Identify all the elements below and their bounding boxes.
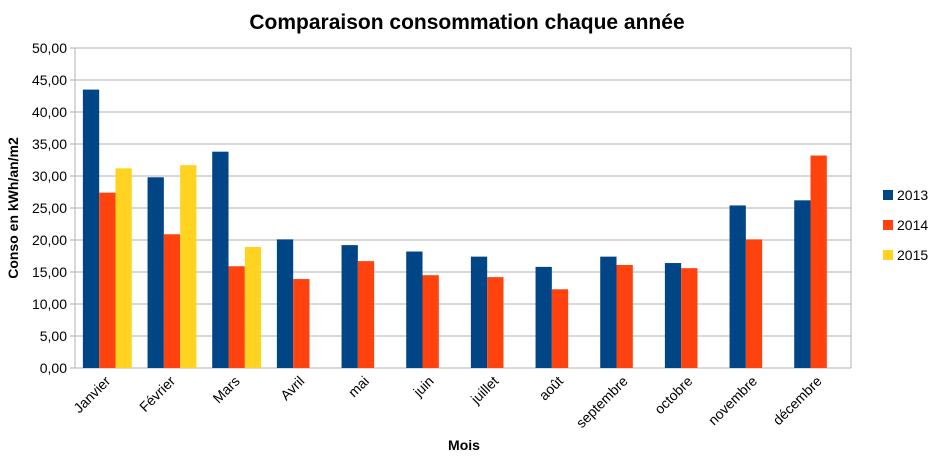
- x-tick-label: juin: [409, 373, 436, 400]
- x-tick-label: août: [536, 373, 567, 404]
- bar-2013-août: [535, 266, 552, 368]
- x-tick-label: juillet: [467, 373, 502, 408]
- bar-2014-Février: [163, 234, 181, 368]
- bar-2013-novembre: [729, 205, 746, 368]
- bar-2013-décembre: [794, 200, 811, 368]
- legend-label: 2014: [897, 217, 928, 233]
- y-tick-label: 25,00: [32, 200, 67, 216]
- x-axis-title: Mois: [448, 437, 480, 453]
- y-tick-label: 5,00: [40, 328, 67, 344]
- bar-2014-Avril: [293, 279, 310, 368]
- y-tick-label: 45,00: [32, 72, 67, 88]
- x-tick-label: septembre: [573, 373, 631, 431]
- x-tick-label: novembre: [705, 373, 760, 428]
- legend-swatch-2014: [883, 220, 893, 230]
- bar-2014-mai: [357, 261, 375, 368]
- x-tick-label: mai: [345, 373, 372, 400]
- legend-swatch-2015: [883, 250, 893, 260]
- legend-swatch-2013: [883, 190, 893, 200]
- bar-2013-Février: [147, 177, 164, 368]
- bar-2014-août: [551, 289, 569, 368]
- bar-2014-octobre: [681, 268, 698, 368]
- bar-2014-juin: [422, 275, 439, 368]
- y-tick-label: 30,00: [32, 168, 67, 184]
- x-tick-label: Avril: [277, 373, 307, 403]
- bar-2013-mai: [341, 245, 358, 368]
- y-tick-label: 50,00: [32, 40, 67, 56]
- bar-2014-septembre: [616, 264, 633, 368]
- chart-title: Comparaison consommation chaque année: [249, 11, 684, 34]
- bar-2014-novembre: [745, 239, 763, 368]
- bar-2013-juin: [406, 251, 423, 368]
- y-tick-label: 20,00: [32, 232, 67, 248]
- gridlines: [70, 47, 852, 369]
- x-tick-label: décembre: [769, 373, 824, 428]
- bar-2013-octobre: [664, 263, 682, 368]
- legend-label: 2013: [897, 187, 928, 203]
- bar-2014-Mars: [228, 266, 245, 368]
- bar-2015-Janvier: [115, 168, 132, 368]
- bar-2013-septembre: [600, 256, 617, 368]
- legend: 2013 2014 2015: [883, 187, 928, 263]
- bar-2014-décembre: [810, 155, 827, 368]
- bar-2014-juillet: [487, 277, 504, 368]
- y-tick-label: 40,00: [32, 104, 67, 120]
- bar-2015-Février: [180, 165, 197, 368]
- x-tick-label: Février: [136, 373, 178, 415]
- y-axis-ticks: 0,00 5,00 10,00 15,00 20,00 25,00 30,00 35,00 40…: [32, 40, 67, 376]
- x-tick-label: Mars: [209, 373, 242, 406]
- bar-2015-Mars: [244, 247, 262, 368]
- y-tick-label: 35,00: [32, 136, 67, 152]
- bar-2013-Janvier: [82, 89, 100, 368]
- bar-2013-Avril: [276, 239, 294, 368]
- y-tick-label: 10,00: [32, 296, 67, 312]
- bar-2014-Janvier: [99, 192, 116, 368]
- x-tick-label: Janvier: [70, 373, 113, 416]
- y-tick-label: 15,00: [32, 264, 67, 280]
- x-axis-ticks: Janvier Février Mars Avril mai juin juillet aoû…: [70, 373, 825, 431]
- y-axis-title: Conso en kWh/an/m2: [5, 137, 21, 279]
- legend-label: 2015: [897, 247, 928, 263]
- x-tick-label: octobre: [651, 373, 695, 417]
- bar-2013-juillet: [470, 256, 488, 368]
- bar-2013-Mars: [212, 151, 229, 368]
- bars: [82, 89, 827, 368]
- y-tick-label: 0,00: [40, 360, 67, 376]
